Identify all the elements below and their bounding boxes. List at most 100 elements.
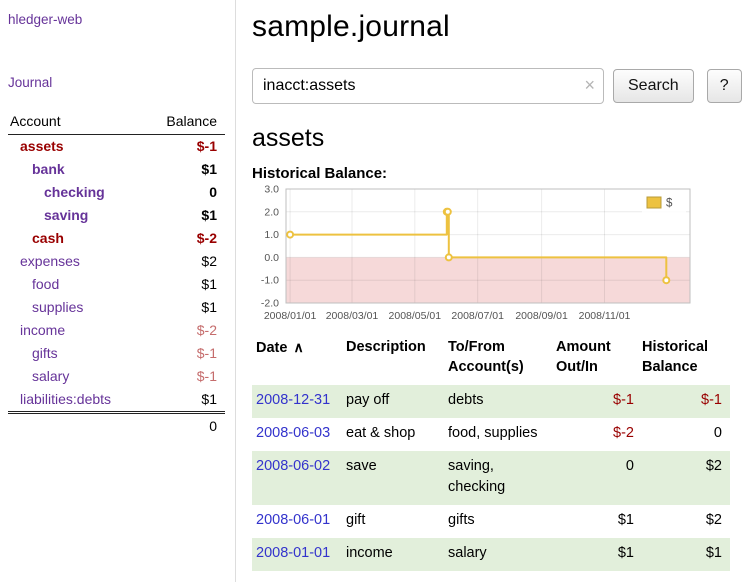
register-description: gift — [346, 512, 366, 529]
register-description: save — [346, 457, 377, 474]
account-balance: 0 — [209, 184, 217, 200]
register-row: 2008-06-02 save saving, checking 0 $2 — [252, 450, 730, 506]
register-amount: 0 — [625, 457, 634, 474]
register-description: eat & shop — [346, 424, 416, 441]
register-row: 2008-06-03 eat & shop food, supplies $-2… — [252, 418, 730, 451]
main-content: sample.journal × Search ? assets Histori… — [236, 0, 742, 582]
accounts-header-account: Account — [8, 110, 145, 135]
svg-text:3.0: 3.0 — [264, 184, 279, 196]
sidebar-account-cash[interactable]: cash — [32, 230, 64, 246]
register-header-accounts: To/From Account(s) — [448, 339, 524, 375]
register-row: 2008-01-01 income salary $1 $1 — [252, 537, 730, 571]
register-date-link[interactable]: 2008-06-01 — [256, 512, 331, 529]
sidebar-account-salary[interactable]: salary — [32, 368, 70, 384]
account-row: checking 0 — [8, 181, 225, 204]
register-table: Date ∧ Description To/From Account(s) Amo… — [252, 336, 730, 571]
register-balance: 0 — [713, 424, 722, 441]
register-balance: $1 — [705, 544, 722, 561]
account-balance: $-1 — [196, 138, 217, 154]
account-row: income $-2 — [8, 319, 225, 342]
accounts-table: Account Balance assets $-1 bank $1 check… — [8, 110, 225, 438]
register-accounts: gifts — [448, 512, 475, 529]
account-balance: $1 — [201, 299, 217, 315]
register-accounts: food, supplies — [448, 424, 538, 441]
register-amount: $-2 — [613, 424, 634, 441]
svg-text:2008/07/01: 2008/07/01 — [451, 310, 504, 322]
register-accounts: debts — [448, 392, 484, 409]
sidebar: hledger-web Journal Account Balance asse… — [0, 0, 236, 582]
sidebar-account-saving[interactable]: saving — [44, 207, 89, 223]
account-balance: $-1 — [196, 368, 217, 384]
app-title-link[interactable]: hledger-web — [8, 12, 83, 27]
account-row: salary $-1 — [8, 365, 225, 388]
register-header-row: Date ∧ Description To/From Account(s) Amo… — [252, 336, 730, 385]
register-balance: $-1 — [701, 392, 722, 409]
account-balance: $1 — [201, 207, 217, 223]
search-bar: × Search ? — [252, 68, 742, 104]
register-accounts: salary — [448, 544, 487, 561]
sidebar-account-supplies[interactable]: supplies — [32, 299, 84, 315]
register-row: 2008-06-01 gift gifts $1 $2 — [252, 505, 730, 538]
account-balance: $-1 — [196, 345, 217, 361]
register-amount: $1 — [617, 512, 634, 529]
sidebar-account-liabilities-debts[interactable]: liabilities:debts — [20, 391, 112, 407]
page-title: sample.journal — [252, 10, 450, 43]
sidebar-account-checking[interactable]: checking — [44, 184, 105, 200]
account-heading: assets — [252, 124, 325, 152]
accounts-total-value: 0 — [209, 418, 217, 434]
help-button[interactable]: ? — [706, 69, 742, 103]
svg-text:2.0: 2.0 — [264, 206, 279, 218]
accounts-total-row: 0 — [8, 413, 225, 439]
account-row: cash $-2 — [8, 227, 225, 250]
register-date-link[interactable]: 2008-01-01 — [256, 544, 331, 561]
account-row: expenses $2 — [8, 250, 225, 273]
sidebar-account-income[interactable]: income — [20, 322, 66, 338]
account-row: gifts $-1 — [8, 342, 225, 365]
register-date-link[interactable]: 2008-06-03 — [256, 424, 331, 441]
account-row: liabilities:debts $1 — [8, 388, 225, 414]
chart-label: Historical Balance: — [252, 165, 388, 182]
register-header-balance: Historical Balance — [642, 339, 709, 375]
account-balance: $2 — [201, 253, 217, 269]
register-description: income — [346, 544, 393, 561]
register-header-description: Description — [346, 339, 426, 355]
account-row: saving $1 — [8, 204, 225, 227]
sidebar-item-journal[interactable]: Journal — [8, 75, 53, 90]
sidebar-account-assets[interactable]: assets — [20, 138, 64, 154]
register-date-link[interactable]: 2008-12-31 — [256, 392, 331, 409]
account-row: bank $1 — [8, 158, 225, 181]
svg-text:2008/03/01: 2008/03/01 — [326, 310, 379, 322]
svg-text:2008/11/01: 2008/11/01 — [579, 310, 631, 322]
register-amount: $1 — [617, 544, 634, 561]
search-input[interactable] — [252, 68, 604, 104]
sidebar-account-food[interactable]: food — [32, 276, 60, 292]
svg-text:-1.0: -1.0 — [261, 275, 279, 287]
account-balance: $-2 — [196, 322, 217, 338]
search-button[interactable]: Search — [613, 69, 694, 103]
clear-search-icon[interactable]: × — [584, 75, 595, 95]
svg-text:$: $ — [666, 198, 673, 210]
account-balance: $1 — [144, 388, 225, 414]
register-amount: $-1 — [613, 392, 634, 409]
sidebar-account-expenses[interactable]: expenses — [20, 253, 80, 269]
account-balance: $1 — [201, 161, 217, 177]
svg-text:2008/09/01: 2008/09/01 — [515, 310, 568, 322]
register-date-link[interactable]: 2008-06-02 — [256, 457, 331, 474]
svg-text:-2.0: -2.0 — [261, 298, 279, 310]
svg-text:2008/01/01: 2008/01/01 — [264, 310, 317, 322]
account-row: assets $-1 — [8, 135, 225, 159]
svg-text:0.0: 0.0 — [264, 252, 279, 264]
account-row: food $1 — [8, 273, 225, 296]
accounts-header-balance: Balance — [144, 110, 225, 135]
register-header-date[interactable]: Date ∧ — [256, 339, 304, 356]
account-balance: $-2 — [196, 230, 217, 246]
register-balance: $2 — [705, 512, 722, 529]
sidebar-account-bank[interactable]: bank — [32, 161, 65, 177]
register-description: pay off — [346, 392, 390, 409]
sidebar-account-gifts[interactable]: gifts — [32, 345, 58, 361]
sort-ascending-icon: ∧ — [293, 339, 304, 355]
balance-chart: 3.0 2.0 1.0 0.0 -1.0 -2.0 2008/01/01 2008/03/01… — [252, 184, 704, 326]
svg-text:1.0: 1.0 — [264, 229, 279, 241]
